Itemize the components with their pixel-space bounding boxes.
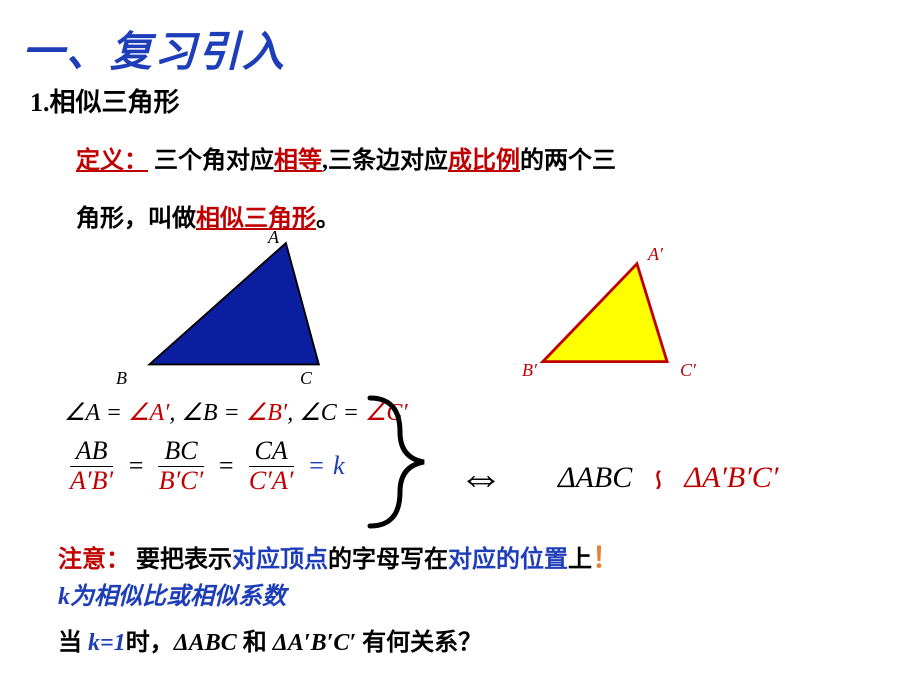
denominator: B′C′ bbox=[153, 467, 210, 496]
note-seg: 要把表示 bbox=[136, 547, 232, 573]
triangle-rhs: ΔA′B′C′ bbox=[684, 461, 778, 494]
k-symbol: k bbox=[58, 584, 70, 610]
triangle-ref: ΔA′B′C′ bbox=[273, 630, 356, 656]
def-seg: 三个角对应 bbox=[154, 148, 274, 174]
triangle-diagram bbox=[0, 228, 920, 388]
def-red: 成比例 bbox=[448, 148, 520, 174]
note-text: 为相似比或相似系数 bbox=[70, 584, 286, 610]
equals: = bbox=[307, 451, 325, 481]
definition-label: 定义： bbox=[76, 148, 148, 174]
fraction: AB A′B′ bbox=[64, 437, 119, 495]
note-line-1: 注意： 要把表示对应顶点的字母写在对应的位置上！ bbox=[58, 536, 620, 576]
denominator: C′A′ bbox=[243, 467, 300, 496]
numerator: BC bbox=[158, 437, 203, 467]
similar-symbol: ∽ bbox=[641, 465, 676, 490]
vertex-label-b: B bbox=[116, 368, 127, 389]
section-heading: 1.相似三角形 bbox=[30, 82, 180, 119]
vertex-label-c: C bbox=[300, 368, 312, 389]
vertex-label-c-prime: C′ bbox=[680, 360, 696, 381]
triangle-abc-prime bbox=[543, 264, 667, 362]
angle-lhs: , ∠C = bbox=[287, 400, 365, 426]
fraction: CA C′A′ bbox=[243, 437, 300, 495]
definition-line-1: 定义： 三个角对应相等,三条边对应成比例的两个三 bbox=[76, 140, 616, 175]
ratio-k: k bbox=[333, 451, 345, 481]
note-seg: 当 bbox=[58, 630, 88, 656]
denominator: A′B′ bbox=[64, 467, 119, 496]
page-title: 一、复习引入 bbox=[22, 18, 286, 79]
fraction: BC B′C′ bbox=[153, 437, 210, 495]
angle-rhs: ∠A′ bbox=[128, 400, 169, 426]
k-equals-1: k=1 bbox=[88, 630, 126, 656]
note-seg: 的字母写在 bbox=[328, 547, 448, 573]
brace-icon bbox=[360, 392, 440, 532]
note-line-2: k为相似比或相似系数 bbox=[58, 576, 286, 611]
def-red: 相等 bbox=[274, 148, 322, 174]
math-conditions: ∠A = ∠A′, ∠B = ∠B′, ∠C = ∠C′ AB A′B′ = B… bbox=[64, 398, 408, 495]
note-seg: 上 bbox=[568, 547, 592, 573]
triangle-ref: ΔABC bbox=[174, 630, 237, 656]
numerator: AB bbox=[70, 437, 114, 467]
equals: = bbox=[127, 451, 145, 481]
def-seg: ,三条边对应 bbox=[322, 148, 448, 174]
vertex-label-a: A bbox=[268, 227, 279, 248]
triangle-lhs: ΔABC bbox=[558, 461, 632, 494]
angle-lhs: , ∠B = bbox=[169, 400, 245, 426]
angle-equalities: ∠A = ∠A′, ∠B = ∠B′, ∠C = ∠C′ bbox=[64, 398, 408, 427]
vertex-label-a-prime: A′ bbox=[648, 244, 663, 265]
numerator: CA bbox=[249, 437, 294, 467]
note-seg: 有何关系？ bbox=[356, 630, 482, 656]
exclamation-icon: ！ bbox=[592, 543, 620, 574]
iff-symbol: ⇔ bbox=[458, 450, 504, 503]
note-blue: 对应的位置 bbox=[448, 547, 568, 573]
note-seg: 和 bbox=[237, 630, 273, 656]
angle-rhs: ∠B′ bbox=[246, 400, 287, 426]
note-label: 注意： bbox=[58, 547, 130, 573]
ratio-equalities: AB A′B′ = BC B′C′ = CA C′A′ = k bbox=[64, 437, 408, 495]
def-seg: 的两个三 bbox=[520, 148, 616, 174]
note-blue: 对应顶点 bbox=[232, 547, 328, 573]
similarity-expression: ΔABC ∽ ΔA′B′C′ bbox=[558, 460, 778, 495]
triangle-abc bbox=[149, 243, 318, 364]
equals: = bbox=[217, 451, 235, 481]
note-line-3: 当 k=1时，ΔABC 和 ΔA′B′C′ 有何关系？ bbox=[58, 622, 482, 657]
angle-lhs: ∠A = bbox=[64, 400, 128, 426]
note-seg: 时， bbox=[126, 630, 174, 656]
vertex-label-b-prime: B′ bbox=[522, 360, 537, 381]
